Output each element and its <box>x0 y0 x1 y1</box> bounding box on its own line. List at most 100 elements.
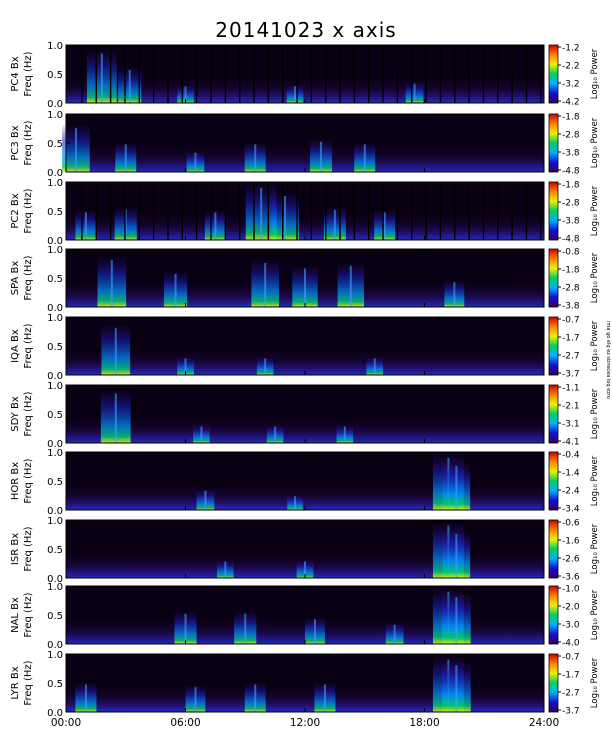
spectrogram-sdy <box>66 385 544 443</box>
burst-streak <box>84 212 87 240</box>
y-tick-label: 0.0 <box>47 371 63 382</box>
spectrogram-hor <box>66 452 544 510</box>
burst-streak <box>393 624 396 644</box>
y-tick-label: 0.5 <box>47 70 63 81</box>
y-tick-label: 1.0 <box>47 110 63 121</box>
burst-streak <box>224 561 227 578</box>
panel-label: SDY Bx <box>10 396 21 432</box>
panel-pc2: 0.0 0.5 1.0 PC2 Bx Freq (Hz) -1.8 -2.8 -3.8 -4.8… <box>10 178 600 247</box>
colorbar-tick-label: -3.8 <box>562 217 580 227</box>
colorbar-tick-label: -3.7 <box>562 370 580 380</box>
y-tick-label: 0.5 <box>47 477 63 488</box>
colorbar-tick-label: -1.4 <box>562 469 580 479</box>
panel-label: LYR Bx <box>10 666 21 699</box>
colorbar <box>548 181 559 241</box>
y-tick-label: 1.0 <box>47 245 63 256</box>
colorbar-tick-label: -2.2 <box>562 62 580 72</box>
colorbar-tick-label: -4.1 <box>562 438 580 448</box>
low-frequency-band <box>66 76 544 103</box>
x-tick-label: 12:00 <box>290 717 320 729</box>
panel-hor: 0.0 0.5 1.0 HOR Bx Freq (Hz) -0.4 -1.4 -2.4 -3.4… <box>10 448 600 517</box>
panel-isr: 0.0 0.5 1.0 ISR Bx Freq (Hz) -0.6 -1.6 -2.6 -3.6… <box>10 516 600 585</box>
burst-streak <box>304 561 306 578</box>
colorbar-tick-label: -3.2 <box>562 80 580 90</box>
burst-streak <box>124 144 127 172</box>
panel-pc4: 0.0 0.5 1.0 PC4 Bx Freq (Hz) -1.2 -2.2 -3.2 -4.2… <box>10 41 600 110</box>
colorbar-label: Log₁₀ Power <box>590 589 600 640</box>
colorbar <box>548 384 559 444</box>
colorbar-label: Log₁₀ Power <box>590 117 600 168</box>
colorbar-tick-label: -1.8 <box>562 181 580 191</box>
colorbar-tick-label: -0.8 <box>562 248 580 258</box>
burst-streak <box>453 282 456 307</box>
colorbar-label: Log₁₀ Power <box>590 523 600 574</box>
burst-streak <box>274 426 277 443</box>
panel-pc3: 0.0 0.5 1.0 PC3 Bx Freq (Hz) -1.8 -2.8 -3.8 -4.8… <box>10 110 600 179</box>
burst-streak <box>184 358 187 375</box>
colorbar-tick-label: -1.6 <box>562 537 580 547</box>
y-tick-label: 1.0 <box>47 448 63 459</box>
panel-label: PC4 Bx <box>10 56 21 91</box>
spectrogram-nal <box>66 586 544 644</box>
panel-label: NAL Bx <box>10 597 21 633</box>
burst-streak <box>254 144 257 172</box>
colorbar-tick-label: -0.7 <box>562 653 580 663</box>
colorbar-tick-label: -3.8 <box>562 302 580 312</box>
burst-streak <box>343 426 346 443</box>
colorbar-tick-label: -1.8 <box>562 113 580 123</box>
panel-nal: 0.0 0.5 1.0 NAL Bx Freq (Hz) -1.0 -2.0 -3.0 -4.0… <box>10 582 600 651</box>
panel-label: SPA Bx <box>10 261 21 296</box>
burst-streak <box>284 195 287 240</box>
y-axis-label: Freq (Hz) <box>23 188 34 233</box>
y-tick-label: 0.5 <box>47 207 63 218</box>
burst-streak <box>214 212 217 240</box>
burst-streak <box>260 187 263 240</box>
y-axis-label: Freq (Hz) <box>23 323 34 368</box>
burst-streak <box>455 665 458 712</box>
panel-sdy: 0.0 0.5 1.0 SDY Bx Freq (Hz) -1.1 -2.1 -3.1 -4.1… <box>10 381 600 450</box>
burst-streak <box>363 144 366 172</box>
colorbar-label: Log₁₀ Power <box>590 657 600 708</box>
colorbar-tick-label: -2.7 <box>562 689 580 699</box>
colorbar-tick-label: -1.2 <box>562 44 580 54</box>
panel-lyr: 0.0 0.5 1.0 LYR Bx Freq (Hz) -0.7 -1.7 -2.7 -3.7… <box>10 650 600 719</box>
burst-streak <box>184 86 187 103</box>
y-tick-label: 0.0 <box>47 236 63 247</box>
spectrogram-iqa <box>66 317 544 375</box>
colorbar-tick-label: -0.4 <box>562 451 580 461</box>
colorbar <box>548 44 559 104</box>
colorbar-label: Log₁₀ Power <box>590 455 600 506</box>
burst-streak <box>264 358 267 375</box>
panel-iqa: 0.0 0.5 1.0 IQA Bx Freq (Hz) -0.7 -1.7 -2.7 -3.7… <box>10 313 600 382</box>
chart-title: 20141023 x axis <box>215 18 397 42</box>
burst-streak <box>128 69 131 103</box>
panel-label: PC2 Bx <box>10 193 21 228</box>
colorbar-tick-label: -2.8 <box>562 284 580 294</box>
burst-streak <box>455 533 458 578</box>
colorbar-label: Log₁₀ Power <box>590 185 600 236</box>
burst-streak <box>319 141 322 172</box>
spectrogram-spa <box>66 249 544 307</box>
colorbar-tick-label: -1.1 <box>562 384 580 394</box>
burst-streak <box>413 83 416 103</box>
x-tick-label: 06:00 <box>170 717 200 729</box>
low-frequency-band <box>66 416 544 443</box>
colorbar-tick-label: -4.8 <box>562 167 580 177</box>
colorbar-tick-label: -0.7 <box>562 316 580 326</box>
low-frequency-band <box>66 348 544 375</box>
burst-streak <box>264 262 267 307</box>
x-tick-label: 18:00 <box>409 717 439 729</box>
y-tick-label: 0.0 <box>47 574 63 585</box>
spectrogram-lyr <box>66 654 544 712</box>
colorbar-tick-label: -3.1 <box>562 420 580 430</box>
colorbar-label: Log₁₀ Power <box>590 48 600 99</box>
y-axis-label: Freq (Hz) <box>23 458 34 503</box>
colorbar-tick-label: -1.0 <box>562 585 580 595</box>
panel-label: ISR Bx <box>10 533 21 565</box>
x-tick-label: 24:00 <box>529 717 559 729</box>
colorbar-label: Log₁₀ Power <box>590 388 600 439</box>
burst-streak <box>455 465 458 510</box>
colorbar <box>548 519 559 579</box>
y-tick-label: 1.0 <box>47 650 63 661</box>
